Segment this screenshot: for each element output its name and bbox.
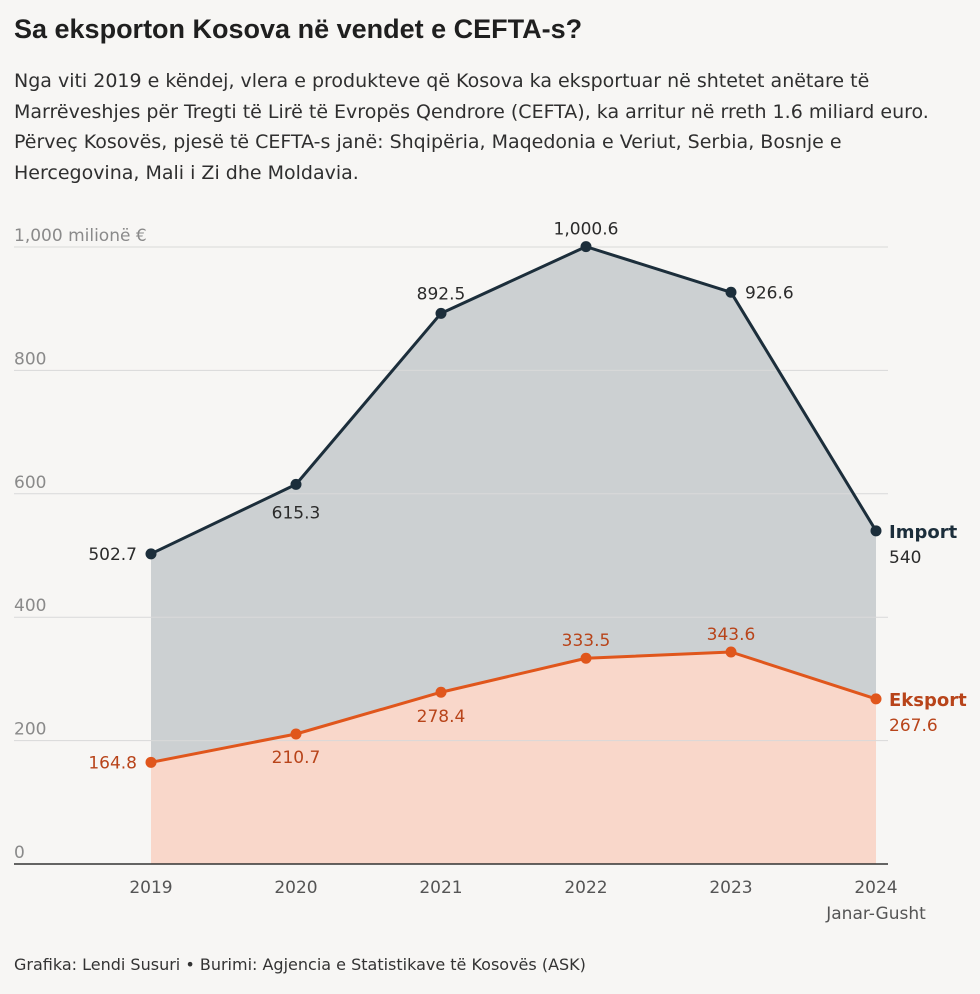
import-value-label: 926.6 — [745, 283, 794, 303]
export-point — [580, 652, 592, 664]
y-tick-label: 200 — [14, 720, 46, 740]
export-point — [145, 756, 157, 768]
x-tick-sublabel: Janar-Gusht — [825, 904, 926, 924]
x-tick-label: 2024 — [854, 878, 897, 898]
x-tick-label: 2021 — [419, 878, 462, 898]
chart-subtitle: Nga viti 2019 e këndej, vlera e produkte… — [14, 70, 929, 184]
import-point — [435, 307, 447, 319]
export-point — [870, 693, 882, 705]
export-value-label: 278.4 — [417, 707, 466, 727]
export-area — [151, 651, 876, 864]
y-tick-label: 800 — [14, 349, 46, 369]
import-point — [145, 548, 157, 560]
export-point — [725, 646, 737, 658]
export-value-label: 210.7 — [272, 748, 321, 768]
import-value-label: 892.5 — [417, 284, 466, 304]
export-value-label: 267.6 — [889, 716, 938, 736]
x-tick-label: 2020 — [274, 878, 317, 898]
import-value-label: 540 — [889, 548, 921, 568]
import-point — [870, 525, 882, 537]
export-point — [435, 686, 447, 698]
import-series-label: Import — [889, 522, 958, 543]
import-line — [150, 245, 878, 556]
export-value-label: 164.8 — [88, 753, 137, 773]
export-value-label: 333.5 — [562, 631, 611, 651]
y-tick-label: 1,000 milionë € — [14, 226, 147, 246]
import-value-label: 615.3 — [272, 503, 321, 523]
import-point — [580, 241, 592, 253]
export-series-label: Eksport — [889, 690, 967, 711]
x-tick-label: 2022 — [564, 878, 607, 898]
x-tick-label: 2019 — [129, 878, 172, 898]
y-tick-label: 400 — [14, 596, 46, 616]
chart-title: Sa eksporton Kosova në vendet e CEFTA-s? — [14, 14, 583, 44]
y-tick-label: 600 — [14, 473, 46, 493]
export-value-label: 343.6 — [707, 625, 756, 645]
import-value-label: 1,000.6 — [554, 220, 619, 240]
import-value-label: 502.7 — [88, 545, 137, 565]
export-line — [150, 650, 877, 764]
x-tick-label: 2023 — [709, 878, 752, 898]
export-point — [290, 728, 302, 740]
import-point — [725, 286, 737, 298]
import-point — [290, 478, 302, 490]
source-credit: Grafika: Lendi Susuri • Burimi: Agjencia… — [14, 955, 586, 974]
y-tick-label: 0 — [14, 843, 25, 863]
